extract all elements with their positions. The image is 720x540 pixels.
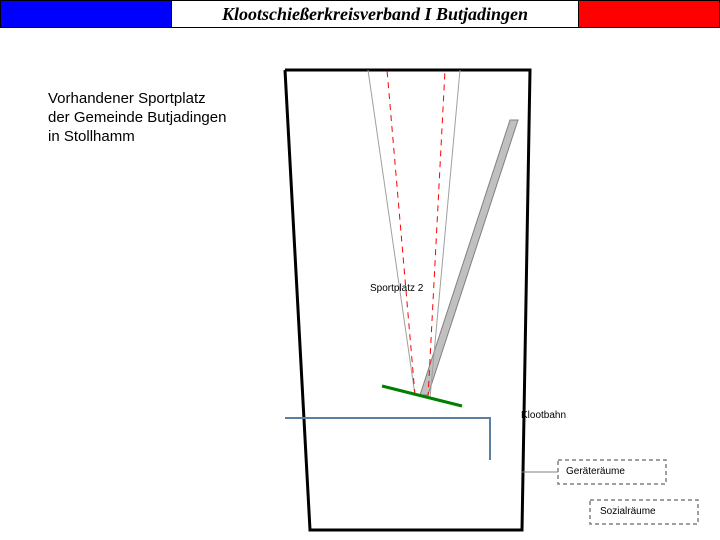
label-sozialraeume: Sozialräume bbox=[600, 506, 656, 517]
label-klootbahn: Klootbahn bbox=[521, 410, 566, 421]
label-geraeteraeume: Geräteräume bbox=[566, 466, 625, 477]
label-sportplatz2: Sportplatz 2 bbox=[370, 283, 423, 294]
inner-box-line bbox=[285, 418, 490, 460]
site-plan-diagram bbox=[0, 0, 720, 540]
field-outline bbox=[285, 70, 530, 530]
klootbahn-lane bbox=[420, 120, 518, 395]
sight-line-right bbox=[430, 70, 460, 398]
